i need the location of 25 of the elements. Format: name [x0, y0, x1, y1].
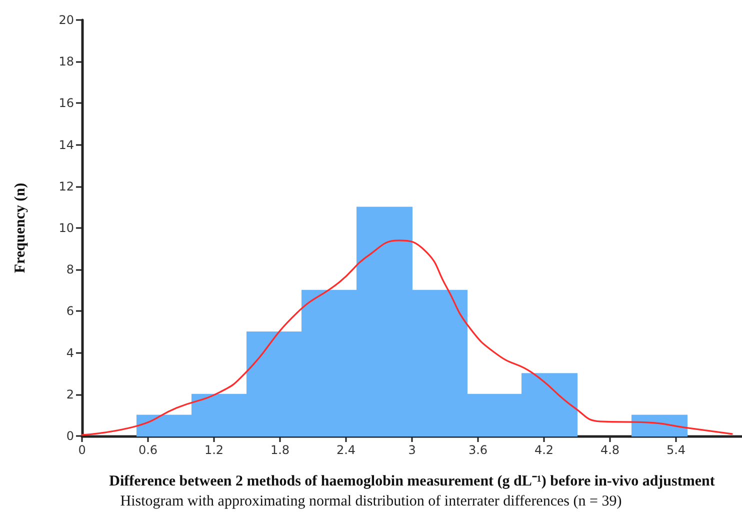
text: Histogram with approximating normal distribution of interrater differences (n = 39): [120, 494, 622, 510]
x-tick-label: 1.8: [270, 443, 290, 457]
x-tick-label: 0.6: [138, 443, 158, 457]
x-tick-label: 3.6: [468, 443, 488, 457]
x-tick-label: 0: [78, 443, 86, 457]
y-tick-label: 0: [66, 429, 74, 443]
y-tick-label: 18: [58, 54, 74, 69]
y-tick-label: 16: [58, 96, 74, 110]
x-axis-title: Difference between 2 methods of haemoglobin measurement (g dL⁻¹) before in-vivo adjustment: [109, 474, 715, 490]
y-tick-label: 14: [58, 138, 74, 152]
y-axis-title: Frequency (n): [12, 182, 28, 274]
y-tick-label: 8: [66, 262, 74, 277]
line-series: [81, 240, 733, 436]
x-tick-label: 3: [408, 443, 416, 457]
y-tick-label: 10: [58, 221, 74, 235]
x-tick-label: 5.4: [666, 443, 686, 457]
x-tick-label: 1.2: [204, 443, 224, 457]
y-tick-label: 4: [66, 346, 74, 360]
y-tick-label: 12: [58, 179, 74, 194]
x-tick-label: 4.8: [600, 443, 620, 457]
y-tick-label: 2: [66, 387, 74, 402]
y-tick-label: 20: [58, 13, 74, 27]
x-tick-label: 4.2: [534, 443, 554, 457]
x-tick-label: 2.4: [336, 443, 356, 457]
y-tick-label: 6: [66, 304, 74, 318]
